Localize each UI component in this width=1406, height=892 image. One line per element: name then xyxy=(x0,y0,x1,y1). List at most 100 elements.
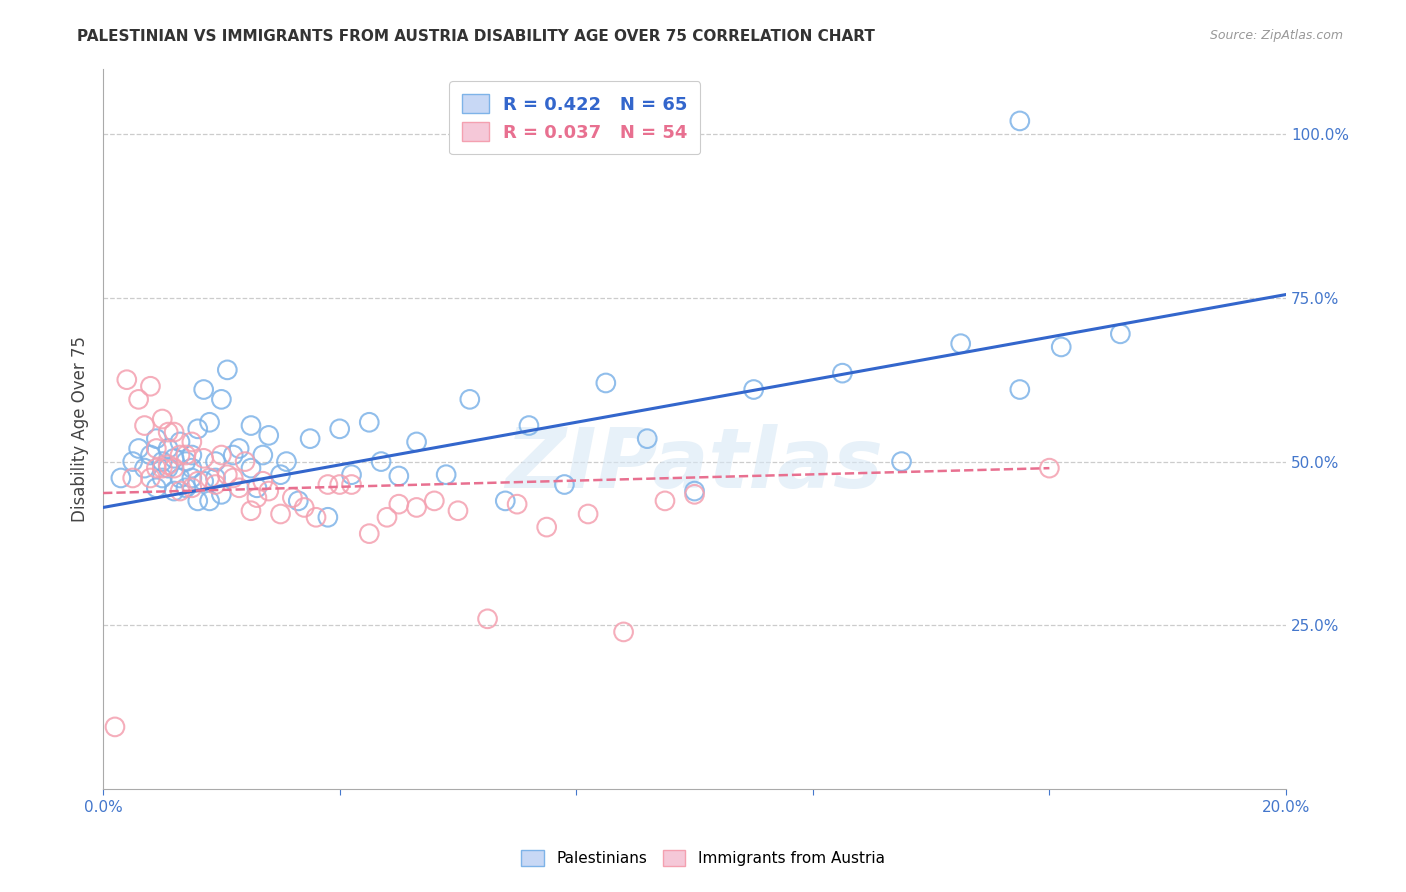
Point xyxy=(104,720,127,734)
Point xyxy=(163,461,186,475)
Point xyxy=(222,448,245,462)
Point xyxy=(217,467,239,482)
Point xyxy=(134,461,156,475)
Point xyxy=(240,504,263,518)
Point xyxy=(287,494,309,508)
Point xyxy=(157,425,180,439)
Point xyxy=(595,376,617,390)
Point xyxy=(292,500,315,515)
Point xyxy=(233,454,256,468)
Point xyxy=(204,477,226,491)
Text: Source: ZipAtlas.com: Source: ZipAtlas.com xyxy=(1209,29,1343,43)
Point xyxy=(169,448,191,462)
Point xyxy=(329,477,352,491)
Point xyxy=(742,383,765,397)
Point xyxy=(340,467,363,482)
Point xyxy=(180,471,202,485)
Point xyxy=(110,471,132,485)
Point xyxy=(145,481,167,495)
Point xyxy=(150,412,173,426)
Point xyxy=(252,448,274,462)
Point xyxy=(246,491,269,505)
Point xyxy=(180,481,202,495)
Point xyxy=(157,461,180,475)
Point xyxy=(209,448,232,462)
Point xyxy=(163,484,186,499)
Point xyxy=(316,510,339,524)
Point xyxy=(683,484,706,499)
Point xyxy=(222,471,245,485)
Point xyxy=(654,494,676,508)
Point xyxy=(169,471,191,485)
Point xyxy=(359,526,381,541)
Point xyxy=(187,494,209,508)
Point xyxy=(204,471,226,485)
Point xyxy=(180,434,202,449)
Point xyxy=(405,434,427,449)
Point xyxy=(240,461,263,475)
Point xyxy=(169,434,191,449)
Point xyxy=(1008,114,1031,128)
Point xyxy=(329,422,352,436)
Point xyxy=(388,497,411,511)
Point xyxy=(305,510,328,524)
Point xyxy=(576,507,599,521)
Point xyxy=(423,494,446,508)
Point xyxy=(1109,326,1132,341)
Point xyxy=(139,471,162,485)
Point xyxy=(257,484,280,499)
Point xyxy=(405,500,427,515)
Point xyxy=(121,471,143,485)
Point xyxy=(198,494,221,508)
Point xyxy=(613,624,636,639)
Point xyxy=(180,461,202,475)
Point xyxy=(517,418,540,433)
Point xyxy=(174,481,197,495)
Text: PALESTINIAN VS IMMIGRANTS FROM AUSTRIA DISABILITY AGE OVER 75 CORRELATION CHART: PALESTINIAN VS IMMIGRANTS FROM AUSTRIA D… xyxy=(77,29,875,45)
Point xyxy=(270,467,292,482)
Point xyxy=(359,415,381,429)
Point xyxy=(228,481,250,495)
Point xyxy=(209,392,232,407)
Point xyxy=(890,454,912,468)
Point xyxy=(1038,461,1060,475)
Point xyxy=(299,432,322,446)
Point xyxy=(157,458,180,472)
Point xyxy=(553,477,575,491)
Point xyxy=(447,504,470,518)
Point xyxy=(169,484,191,499)
Point xyxy=(150,461,173,475)
Text: ZIPatlas: ZIPatlas xyxy=(506,425,883,506)
Point xyxy=(340,477,363,491)
Point xyxy=(193,451,215,466)
Point xyxy=(228,442,250,456)
Point xyxy=(121,454,143,468)
Point xyxy=(128,392,150,407)
Point xyxy=(276,454,298,468)
Legend: R = 0.422   N = 65, R = 0.037   N = 54: R = 0.422 N = 65, R = 0.037 N = 54 xyxy=(450,81,700,154)
Point xyxy=(150,454,173,468)
Point xyxy=(434,467,457,482)
Point xyxy=(198,471,221,485)
Point xyxy=(193,475,215,489)
Point xyxy=(187,422,209,436)
Point xyxy=(831,366,853,380)
Point xyxy=(145,432,167,446)
Point xyxy=(683,487,706,501)
Point xyxy=(246,481,269,495)
Point xyxy=(174,448,197,462)
Point xyxy=(458,392,481,407)
Point xyxy=(370,454,392,468)
Y-axis label: Disability Age Over 75: Disability Age Over 75 xyxy=(72,335,89,522)
Point xyxy=(1050,340,1073,354)
Point xyxy=(139,448,162,462)
Point xyxy=(150,471,173,485)
Point xyxy=(145,461,167,475)
Legend: Palestinians, Immigrants from Austria: Palestinians, Immigrants from Austria xyxy=(513,842,893,873)
Point xyxy=(163,425,186,439)
Point xyxy=(949,336,972,351)
Point xyxy=(1008,383,1031,397)
Point xyxy=(252,475,274,489)
Point xyxy=(115,373,138,387)
Point xyxy=(139,379,162,393)
